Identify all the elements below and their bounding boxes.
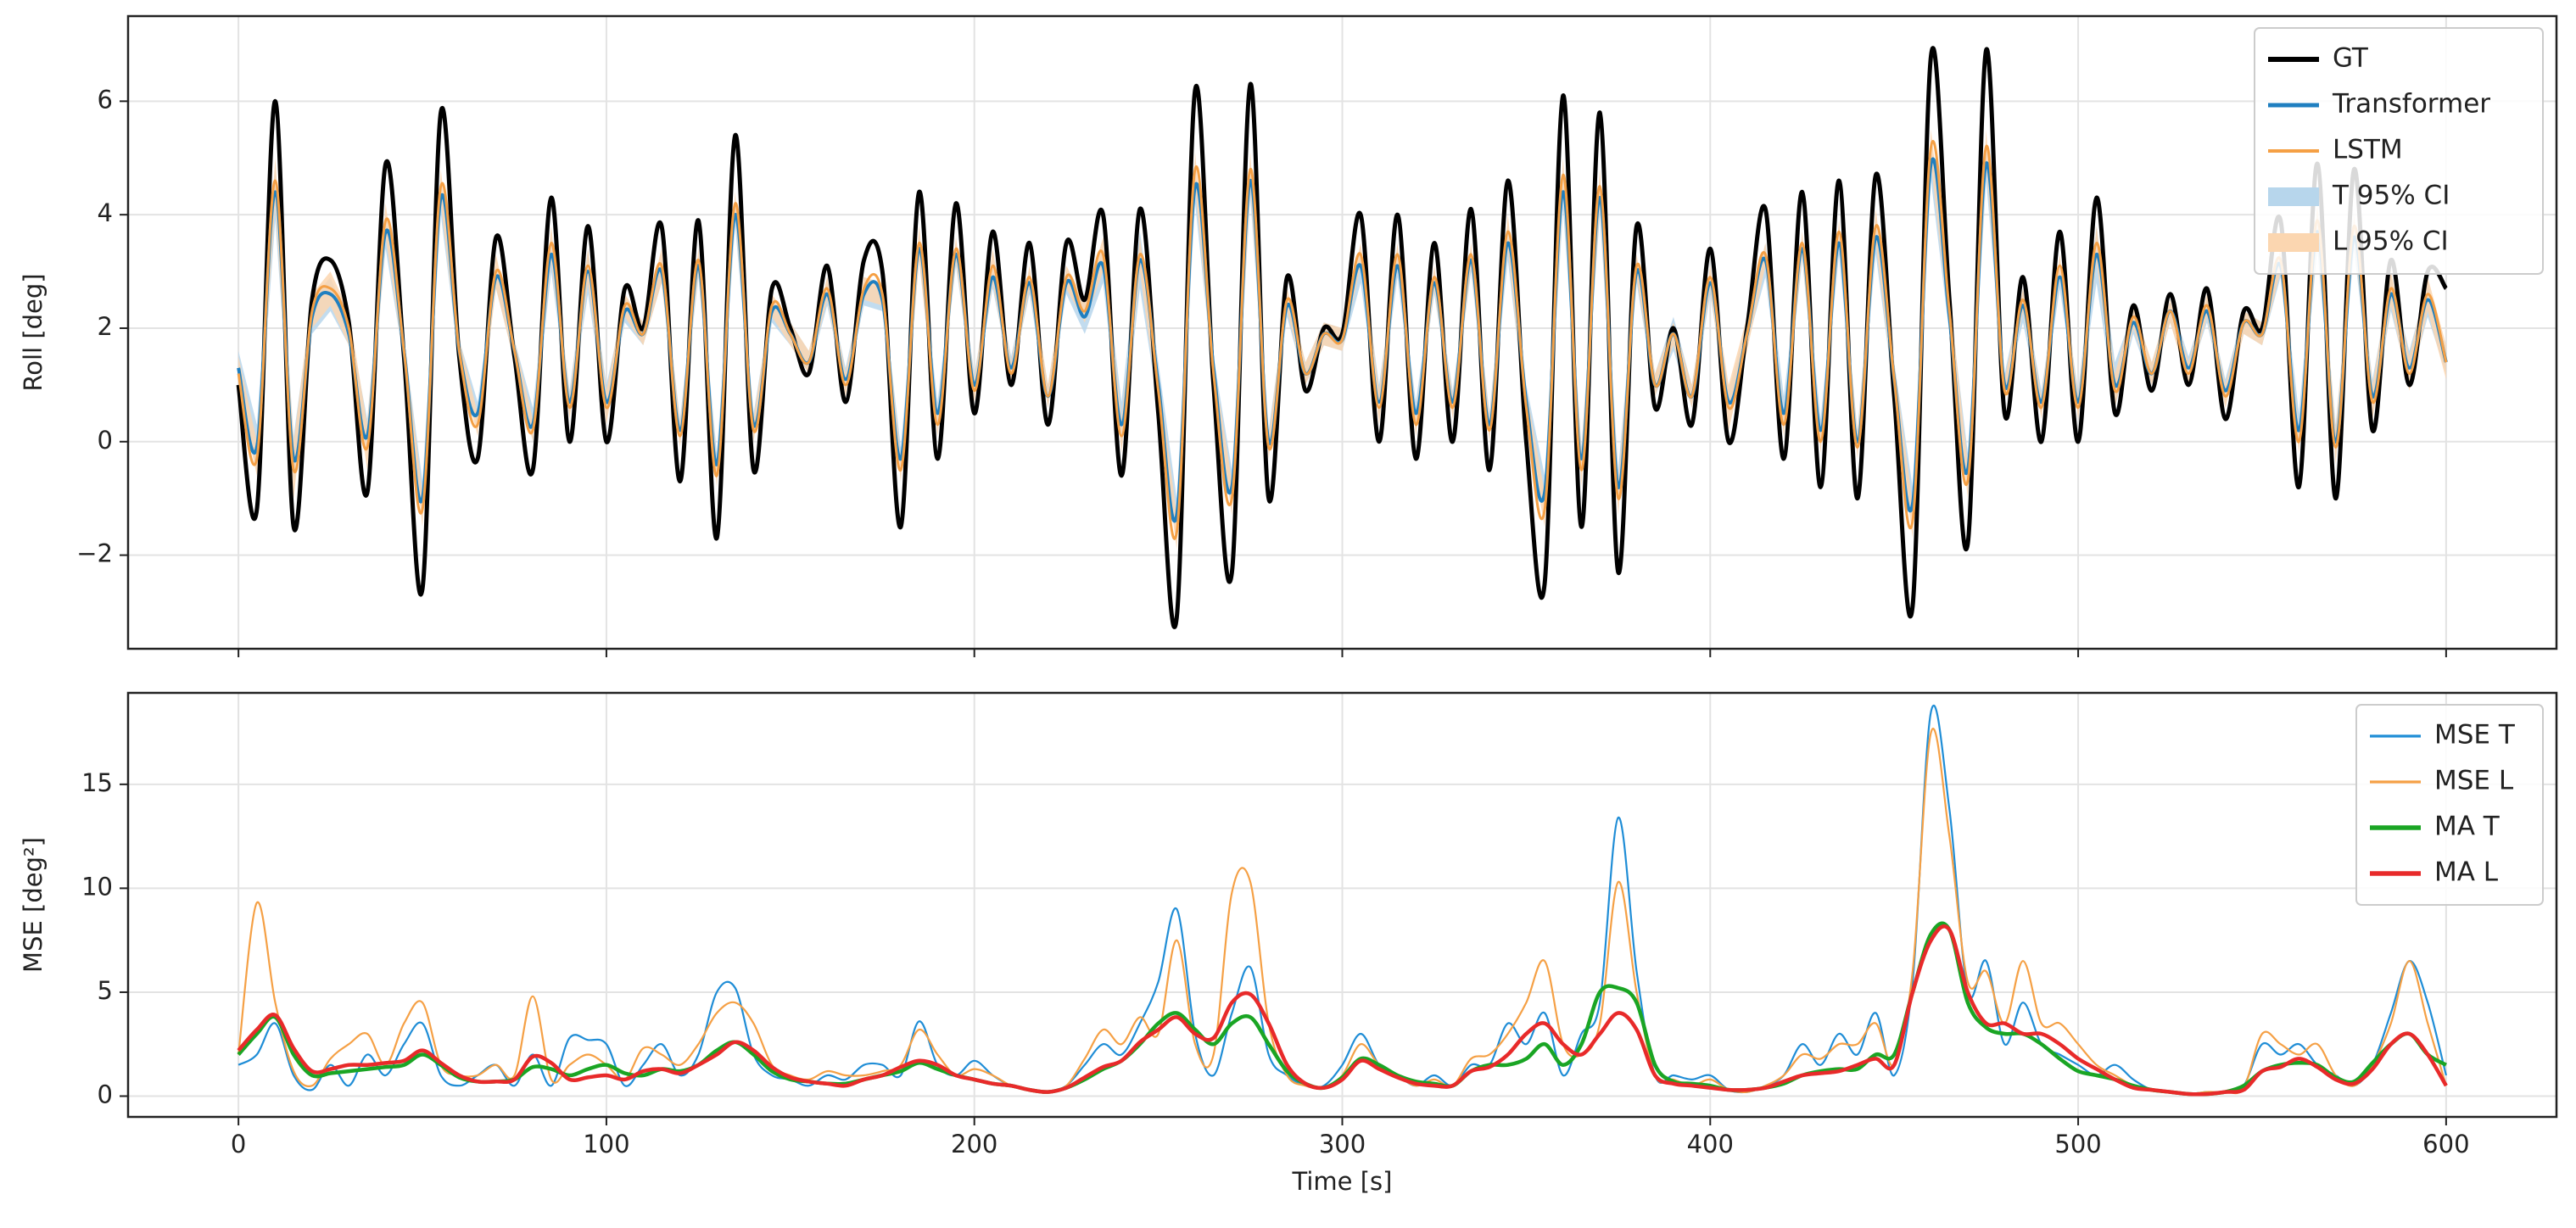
- legend-label: MSE L: [2434, 766, 2514, 796]
- legend-label: MA L: [2434, 857, 2499, 888]
- legend-box: [2254, 27, 2544, 275]
- series-line: [237, 140, 2448, 540]
- x-tick-label: 200: [951, 1130, 997, 1158]
- x-tick-label: 100: [583, 1130, 629, 1158]
- legend-label: MA T: [2434, 812, 2501, 842]
- legend: GT Transformer LSTM T 95% CI L 95% CI: [2254, 27, 2544, 275]
- legend-swatch: [2268, 187, 2319, 206]
- legend-label: T 95% CI: [2332, 181, 2450, 211]
- y-tick-label: 10: [81, 872, 113, 901]
- y-tick-label: 2: [98, 312, 113, 341]
- legend-swatch: [2268, 233, 2319, 252]
- y-tick-label: 6: [98, 85, 113, 114]
- legend-label: Transformer: [2332, 89, 2490, 120]
- y-tick-label: 15: [81, 768, 113, 797]
- series-line: [237, 728, 2447, 1096]
- x-tick-label: 300: [1319, 1130, 1366, 1158]
- legend-label: LSTM: [2333, 135, 2403, 165]
- chart: 0 5 10 15 0 100 200 300 400 500 600 MSE [deg²] Time …: [19, 691, 2558, 1196]
- x-tick-label: 500: [2054, 1130, 2101, 1158]
- x-tick-label: 600: [2422, 1130, 2469, 1158]
- axes-frame: [126, 691, 2558, 1119]
- x-axis-label: Time [s]: [1292, 1167, 1393, 1196]
- legend: MSE T MSE L MA T MA L: [2355, 704, 2544, 906]
- y-tick-label: 5: [98, 976, 113, 1005]
- y-tick-label: 0: [98, 1080, 113, 1108]
- x-tick-label: 0: [231, 1130, 246, 1158]
- y-axis-label: Roll [deg]: [19, 273, 47, 391]
- chart: −2 0 2 4 6 Roll [deg] GT Transformer LSTM T 95% C…: [19, 14, 2558, 657]
- legend-box: [2355, 704, 2544, 906]
- y-axis-label: MSE [deg²]: [19, 837, 47, 973]
- y-tick-label: 0: [98, 426, 113, 455]
- series-line: [237, 924, 2448, 1097]
- y-tick-label: −2: [76, 539, 113, 568]
- x-tick-label: 400: [1687, 1130, 1734, 1158]
- y-tick-label: 4: [98, 198, 113, 227]
- legend-label: MSE T: [2434, 720, 2516, 751]
- legend-label: GT: [2333, 43, 2369, 74]
- legend-label: L 95% CI: [2333, 226, 2449, 257]
- axes-frame: [126, 14, 2558, 650]
